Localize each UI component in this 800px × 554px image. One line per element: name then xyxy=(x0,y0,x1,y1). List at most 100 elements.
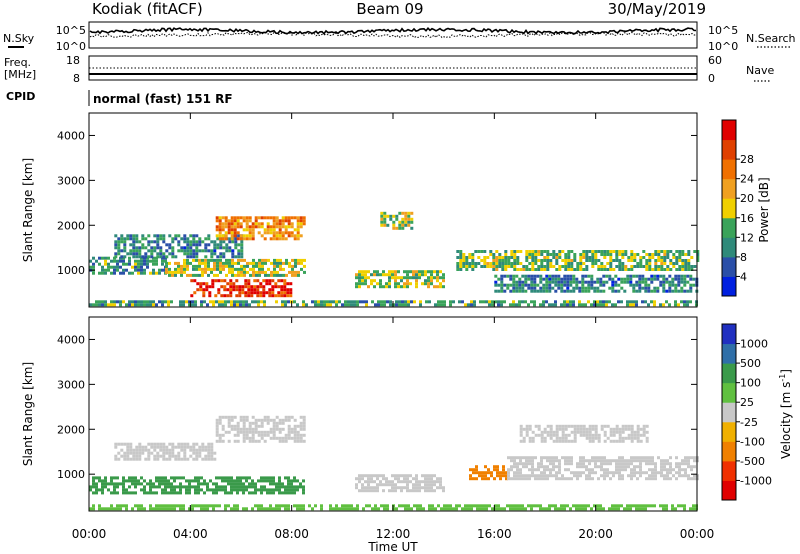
power-cell xyxy=(617,289,621,293)
power-cell xyxy=(237,249,241,253)
power-cell xyxy=(407,220,411,224)
power-cell xyxy=(231,270,234,274)
power-cell xyxy=(594,250,598,253)
velocity-cell xyxy=(242,491,245,495)
velocity-cell xyxy=(257,439,261,443)
velocity-cell xyxy=(439,480,442,484)
velocity-cell xyxy=(469,468,472,472)
velocity-cell xyxy=(92,476,95,480)
velocity-cell xyxy=(507,468,510,472)
power-cell xyxy=(530,277,534,281)
power-cell xyxy=(605,274,609,278)
power-cell xyxy=(594,262,598,265)
velocity-cell xyxy=(182,476,185,480)
velocity-cell xyxy=(578,504,581,508)
power-cell xyxy=(513,259,517,262)
velocity-cell xyxy=(663,462,666,466)
velocity-cell xyxy=(412,486,415,490)
velocity-cell xyxy=(170,504,173,508)
power-cell xyxy=(569,283,573,287)
power-cell xyxy=(217,279,221,283)
velocity-cell xyxy=(266,476,269,480)
velocity-cell xyxy=(236,488,239,492)
power-cell xyxy=(114,243,118,247)
velocity-cell xyxy=(370,480,373,484)
velocity-cell xyxy=(606,468,609,472)
velocity-cell xyxy=(188,491,191,495)
velocity-cell xyxy=(236,479,239,483)
power-cell xyxy=(639,259,643,262)
velocity-cell xyxy=(198,451,202,455)
velocity-cell xyxy=(164,504,167,508)
power-cell xyxy=(403,282,406,286)
power-cell xyxy=(164,300,167,304)
velocity-cell xyxy=(176,485,179,489)
velocity-cell xyxy=(546,459,549,463)
power-cell xyxy=(152,303,155,307)
velocity-cell xyxy=(251,507,254,511)
velocity-cell xyxy=(472,468,475,472)
velocity-cell xyxy=(236,482,239,486)
power-cell xyxy=(171,273,174,277)
power-cell xyxy=(449,300,452,304)
power-cell xyxy=(524,280,528,284)
power-cell xyxy=(575,277,579,281)
velocity-cell xyxy=(131,491,134,495)
velocity-cell xyxy=(373,480,376,484)
velocity-cell xyxy=(116,482,119,486)
velocity-cell xyxy=(427,477,430,481)
velocity-cell xyxy=(242,430,246,434)
power-cell xyxy=(222,261,225,265)
velocity-cell xyxy=(436,480,439,484)
power-cell xyxy=(275,225,279,229)
velocity-cell xyxy=(126,454,130,458)
power-cell xyxy=(254,225,258,229)
power-cell xyxy=(158,271,161,275)
velocity-cell xyxy=(192,448,196,452)
velocity-cell xyxy=(278,482,281,486)
power-cell xyxy=(638,289,642,293)
velocity-cell xyxy=(570,477,573,481)
power-cell xyxy=(104,262,107,266)
velocity-cell xyxy=(632,504,635,508)
power-cell xyxy=(221,228,225,232)
power-colorbar-swatch xyxy=(722,139,736,160)
freq-tick-bottom: 8 xyxy=(73,72,80,85)
velocity-cell xyxy=(394,489,397,493)
velocity-cell xyxy=(539,504,542,508)
power-cell xyxy=(245,219,249,223)
power-cell xyxy=(644,300,647,304)
velocity-cell xyxy=(119,507,122,511)
velocity-cell xyxy=(194,485,197,489)
power-cell xyxy=(283,279,287,283)
velocity-cell xyxy=(293,424,297,428)
velocity-cell xyxy=(296,488,299,492)
power-cell xyxy=(642,265,646,268)
power-cell xyxy=(297,258,300,262)
velocity-cell xyxy=(469,477,472,481)
velocity-cell xyxy=(552,456,555,460)
power-cell xyxy=(258,273,261,277)
velocity-colorbar-tick: 1000 xyxy=(740,338,768,351)
power-cell xyxy=(593,289,597,293)
power-cell xyxy=(216,264,219,268)
power-cell xyxy=(421,282,424,286)
velocity-cell xyxy=(299,485,302,489)
velocity-cell xyxy=(156,442,160,446)
power-cell xyxy=(276,258,279,262)
power-cell xyxy=(578,280,582,284)
power-cell xyxy=(225,261,228,265)
velocity-cell xyxy=(101,482,104,486)
power-cell xyxy=(374,303,377,307)
power-cell xyxy=(204,270,207,274)
power-cell xyxy=(299,225,303,229)
power-cell xyxy=(207,258,210,262)
power-cell xyxy=(251,234,255,238)
power-cell xyxy=(141,234,145,238)
power-cell xyxy=(504,256,508,259)
velocity-cell xyxy=(269,476,272,480)
power-cell xyxy=(213,249,217,253)
velocity-cell xyxy=(293,427,297,431)
power-cell xyxy=(114,246,118,250)
power-cell xyxy=(686,274,690,278)
